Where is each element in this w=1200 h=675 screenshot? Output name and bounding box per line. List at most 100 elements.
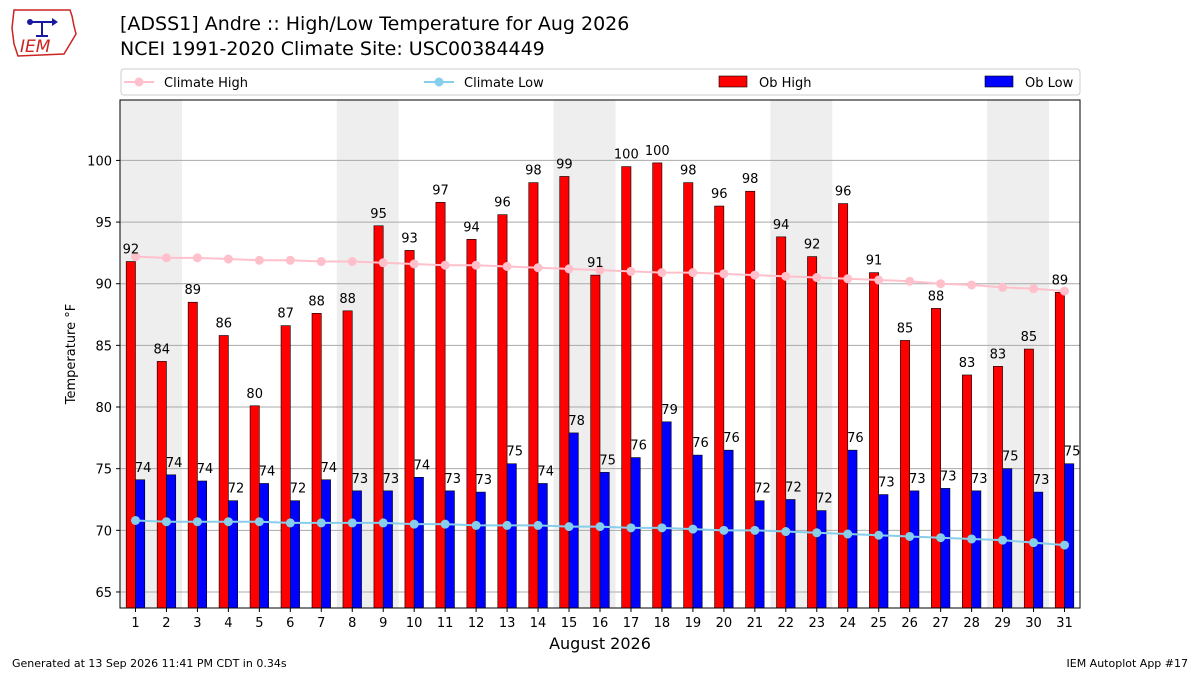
ob-high-bar-29 [992, 366, 1003, 609]
ob-low-label-6: 72 [290, 482, 307, 497]
ob-low-label-7: 74 [321, 461, 338, 476]
ob-low-bar-11 [444, 490, 455, 609]
x-tick-label: 22 [778, 616, 795, 631]
x-tick-label: 15 [561, 616, 578, 631]
climate-high-point-11 [440, 260, 450, 270]
ob-low-label-26: 73 [909, 472, 926, 487]
legend-marker-climate-low [434, 77, 444, 87]
ob-low-label-13: 75 [506, 445, 523, 460]
ob-high-bar-16 [590, 274, 601, 609]
ob-low-label-28: 73 [971, 472, 988, 487]
climate-low-point-12 [471, 520, 481, 530]
ob-low-bar-14 [537, 483, 548, 609]
ob-high-label-19: 98 [680, 164, 697, 179]
ob-high-label-14: 98 [525, 164, 542, 179]
chart-title-line2: NCEI 1991-2020 Climate Site: USC00384449 [120, 38, 545, 60]
ob-low-label-4: 72 [228, 482, 245, 497]
x-tick-label: 29 [994, 616, 1011, 631]
legend-label-climate-high: Climate High [164, 76, 248, 91]
ob-low-label-21: 72 [754, 482, 771, 497]
climate-low-point-26 [905, 531, 915, 541]
climate-high-point-5 [254, 255, 264, 265]
ob-high-bar-23 [807, 256, 818, 609]
legend-item-ob-low: Ob Low [984, 75, 1074, 91]
x-tick-label: 8 [348, 616, 356, 631]
y-axis-label: Temperature °F [64, 304, 79, 405]
x-tick-label: 12 [468, 616, 485, 631]
ob-high-bar-3 [187, 301, 198, 609]
ob-low-bar-23 [816, 510, 827, 609]
climate-high-point-25 [874, 275, 884, 285]
legend-label-ob-low: Ob Low [1025, 76, 1074, 91]
y-tick-label: 90 [95, 278, 112, 293]
x-tick-label: 31 [1056, 616, 1073, 631]
x-tick-label: 10 [406, 616, 423, 631]
x-tick-label: 17 [623, 616, 640, 631]
legend-item-climate-high: Climate High [124, 76, 248, 91]
climate-low-point-1 [130, 515, 140, 525]
ob-high-bar-22 [776, 236, 787, 609]
climate-high-point-26 [905, 276, 915, 286]
x-tick-label: 2 [162, 616, 170, 631]
climate-high-point-30 [1029, 284, 1039, 294]
climate-low-point-27 [936, 533, 946, 543]
ob-low-bar-16 [599, 472, 610, 609]
x-tick-label: 25 [870, 616, 887, 631]
ob-low-bar-18 [661, 421, 672, 609]
x-tick-label: 30 [1025, 616, 1042, 631]
x-tick-label: 19 [685, 616, 702, 631]
climate-low-point-22 [781, 527, 791, 537]
ob-high-bar-19 [683, 182, 694, 609]
ob-high-label-16: 91 [587, 256, 604, 271]
legend: Climate High Climate Low Ob High Ob Low [120, 68, 1081, 96]
climate-low-point-21 [750, 525, 760, 535]
ob-low-bar-8 [351, 490, 362, 609]
legend-swatch-ob-low [984, 75, 1014, 88]
ob-high-bar-8 [342, 310, 353, 609]
climate-low-point-28 [967, 534, 977, 544]
climate-low-point-17 [626, 523, 636, 533]
climate-high-point-1 [130, 252, 140, 262]
climate-high-point-23 [812, 273, 822, 283]
climate-low-point-14 [533, 520, 543, 530]
ob-low-label-22: 72 [785, 480, 802, 495]
ob-low-bar-21 [754, 500, 765, 609]
y-tick-label: 95 [95, 216, 112, 231]
ob-low-label-3: 74 [197, 462, 214, 477]
ob-high-label-30: 85 [1021, 330, 1038, 345]
ob-low-label-17: 76 [630, 439, 647, 454]
x-tick-label: 21 [747, 616, 764, 631]
ob-low-label-19: 76 [692, 436, 709, 451]
ob-low-bar-22 [785, 499, 796, 609]
ob-low-label-18: 79 [661, 403, 678, 418]
climate-high-point-16 [595, 265, 605, 275]
ob-low-bar-27 [940, 488, 951, 609]
ob-low-bar-13 [506, 463, 517, 609]
ob-high-label-9: 95 [370, 207, 387, 222]
x-tick-label: 9 [379, 616, 387, 631]
ob-low-label-8: 73 [352, 472, 369, 487]
climate-high-point-19 [688, 268, 698, 278]
ob-low-label-27: 73 [940, 469, 957, 484]
ob-low-label-12: 73 [476, 473, 493, 488]
legend-box [120, 68, 1081, 96]
ob-low-label-24: 76 [847, 431, 864, 446]
y-tick-label: 100 [87, 154, 112, 169]
climate-low-point-13 [502, 520, 512, 530]
climate-low-point-11 [440, 519, 450, 529]
climate-low-point-25 [874, 530, 884, 540]
ob-high-label-5: 80 [246, 387, 263, 402]
ob-high-label-12: 94 [463, 220, 480, 235]
ob-low-label-14: 74 [537, 464, 554, 479]
ob-low-bar-2 [166, 474, 177, 609]
x-tick-label: 3 [193, 616, 201, 631]
ob-high-label-3: 89 [185, 283, 202, 298]
legend-item-climate-low: Climate Low [424, 76, 544, 91]
climate-low-point-10 [409, 519, 419, 529]
ob-high-label-22: 94 [773, 218, 790, 233]
generated-note: Generated at 13 Sep 2026 11:41 PM CDT in… [12, 657, 287, 670]
ob-high-label-26: 85 [897, 321, 914, 336]
climate-high-point-21 [750, 270, 760, 280]
climate-high-point-3 [192, 253, 202, 263]
